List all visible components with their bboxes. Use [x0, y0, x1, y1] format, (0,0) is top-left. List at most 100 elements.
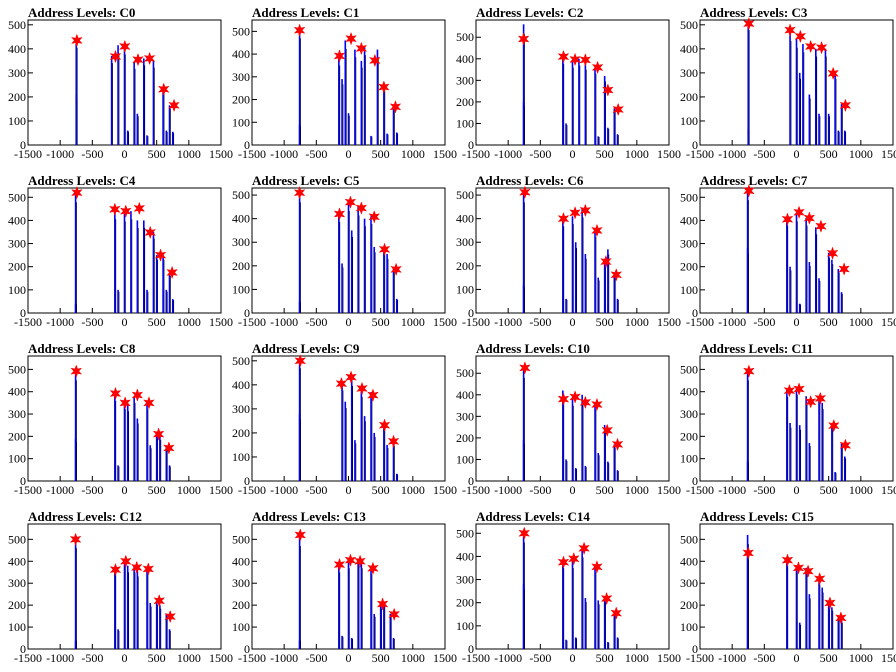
data-bar — [298, 537, 301, 649]
x-tick-label: -1000 — [270, 483, 298, 497]
y-tick-label: 100 — [456, 116, 474, 130]
star-marker — [814, 391, 827, 406]
data-bar — [831, 607, 833, 649]
star-marker — [835, 611, 847, 625]
star-marker — [804, 394, 817, 409]
star-marker — [569, 390, 581, 404]
data-bar — [522, 192, 525, 313]
chart-title: Address Levels: C4 — [28, 173, 136, 188]
data-bar — [357, 206, 359, 313]
data-bar — [805, 218, 807, 313]
y-tick-label: 100 — [680, 452, 698, 466]
data-bar — [146, 402, 148, 482]
y-tick-label: 200 — [8, 90, 26, 104]
chart-panel-14: Address Levels: C14 0 100 200 300 400 500 -1500… — [456, 509, 681, 665]
x-tick-label: 500 — [596, 315, 614, 329]
y-tick-label: 500 — [8, 18, 26, 32]
star-marker — [519, 361, 531, 375]
data-bar — [347, 113, 350, 145]
data-bar — [834, 72, 836, 145]
data-bar — [383, 423, 385, 481]
data-bar — [341, 635, 343, 649]
data-bar — [594, 403, 596, 481]
data-bar — [363, 416, 366, 481]
chart-title: Address Levels: C14 — [476, 509, 590, 524]
star-marker — [557, 392, 570, 406]
y-tick-label: 400 — [8, 42, 26, 56]
data-bar — [746, 371, 749, 482]
x-tick-label: -500 — [529, 315, 551, 329]
data-bar — [818, 396, 820, 481]
y-tick-label: 300 — [8, 576, 26, 590]
data-bar — [584, 465, 587, 481]
y-tick-label: 400 — [680, 213, 698, 227]
x-tick-label: 0 — [346, 483, 352, 497]
data-bar — [146, 567, 148, 649]
y-tick-label: 400 — [8, 385, 26, 399]
data-bar — [789, 422, 791, 481]
data-bar — [607, 249, 609, 313]
data-bar — [824, 48, 827, 145]
star-marker — [70, 364, 83, 378]
x-tick-label: -500 — [305, 651, 327, 665]
star-marker — [118, 39, 131, 54]
data-bar — [603, 424, 606, 481]
star-marker — [612, 102, 625, 117]
chart-panel-7: Address Levels: C70100200300400500-1500-… — [680, 173, 896, 329]
data-bar — [350, 377, 353, 481]
data-bar — [597, 600, 600, 649]
x-tick-label: 1500 — [209, 147, 233, 161]
data-bar — [815, 48, 817, 145]
data-bar — [123, 559, 126, 649]
data-bar — [152, 231, 155, 313]
x-tick-label: 0 — [570, 651, 576, 665]
data-bar — [603, 76, 606, 145]
chart-title: Address Levels: C6 — [476, 173, 584, 188]
star-marker — [567, 551, 580, 566]
y-tick-label: 100 — [680, 283, 698, 297]
x-tick-label: 1500 — [433, 483, 457, 497]
data-bar — [126, 130, 129, 145]
x-tick-label: 1000 — [177, 147, 201, 161]
y-tick-label: 500 — [8, 362, 26, 376]
x-tick-label: 1500 — [433, 147, 457, 161]
data-bar — [827, 600, 830, 649]
y-tick-label: 300 — [232, 402, 250, 416]
data-bar — [143, 220, 145, 313]
y-tick-label: 0 — [20, 642, 26, 656]
x-tick-label: 0 — [122, 315, 128, 329]
x-tick-label: -1000 — [718, 147, 746, 161]
data-bar — [149, 602, 152, 649]
data-bar — [818, 578, 820, 649]
star-marker — [388, 607, 401, 622]
data-bar — [133, 396, 135, 481]
data-bar — [581, 549, 583, 649]
y-tick-label: 300 — [8, 407, 26, 421]
y-tick-label: 400 — [8, 213, 26, 227]
x-tick-label: 500 — [596, 651, 614, 665]
x-tick-label: -500 — [753, 315, 775, 329]
data-bar — [354, 440, 356, 481]
y-tick-label: 0 — [692, 642, 698, 656]
x-tick-label: -1000 — [46, 147, 74, 161]
data-bar — [338, 213, 340, 313]
data-bar — [168, 465, 171, 482]
y-tick-label: 200 — [680, 429, 698, 443]
y-tick-label: 200 — [8, 260, 26, 274]
x-tick-label: 0 — [346, 315, 352, 329]
star-marker — [783, 383, 796, 398]
data-bar — [837, 616, 840, 649]
y-tick-label: 400 — [232, 378, 250, 392]
x-tick-label: 500 — [372, 315, 390, 329]
y-tick-label: 400 — [456, 388, 474, 402]
x-tick-label: -500 — [753, 483, 775, 497]
chart-panel-10: Address Levels: C10 0 100 200 300 400 500 -1500… — [456, 341, 681, 497]
y-tick-label: 200 — [680, 90, 698, 104]
y-tick-label: 500 — [8, 190, 26, 204]
chart-panel-15: Address Levels: C15 0 100 200 300 400 500 -1500… — [680, 509, 896, 665]
data-bar — [597, 277, 600, 313]
data-bar — [155, 431, 158, 481]
data-bar — [350, 230, 353, 313]
data-bar — [298, 640, 301, 649]
data-bar — [795, 39, 798, 146]
